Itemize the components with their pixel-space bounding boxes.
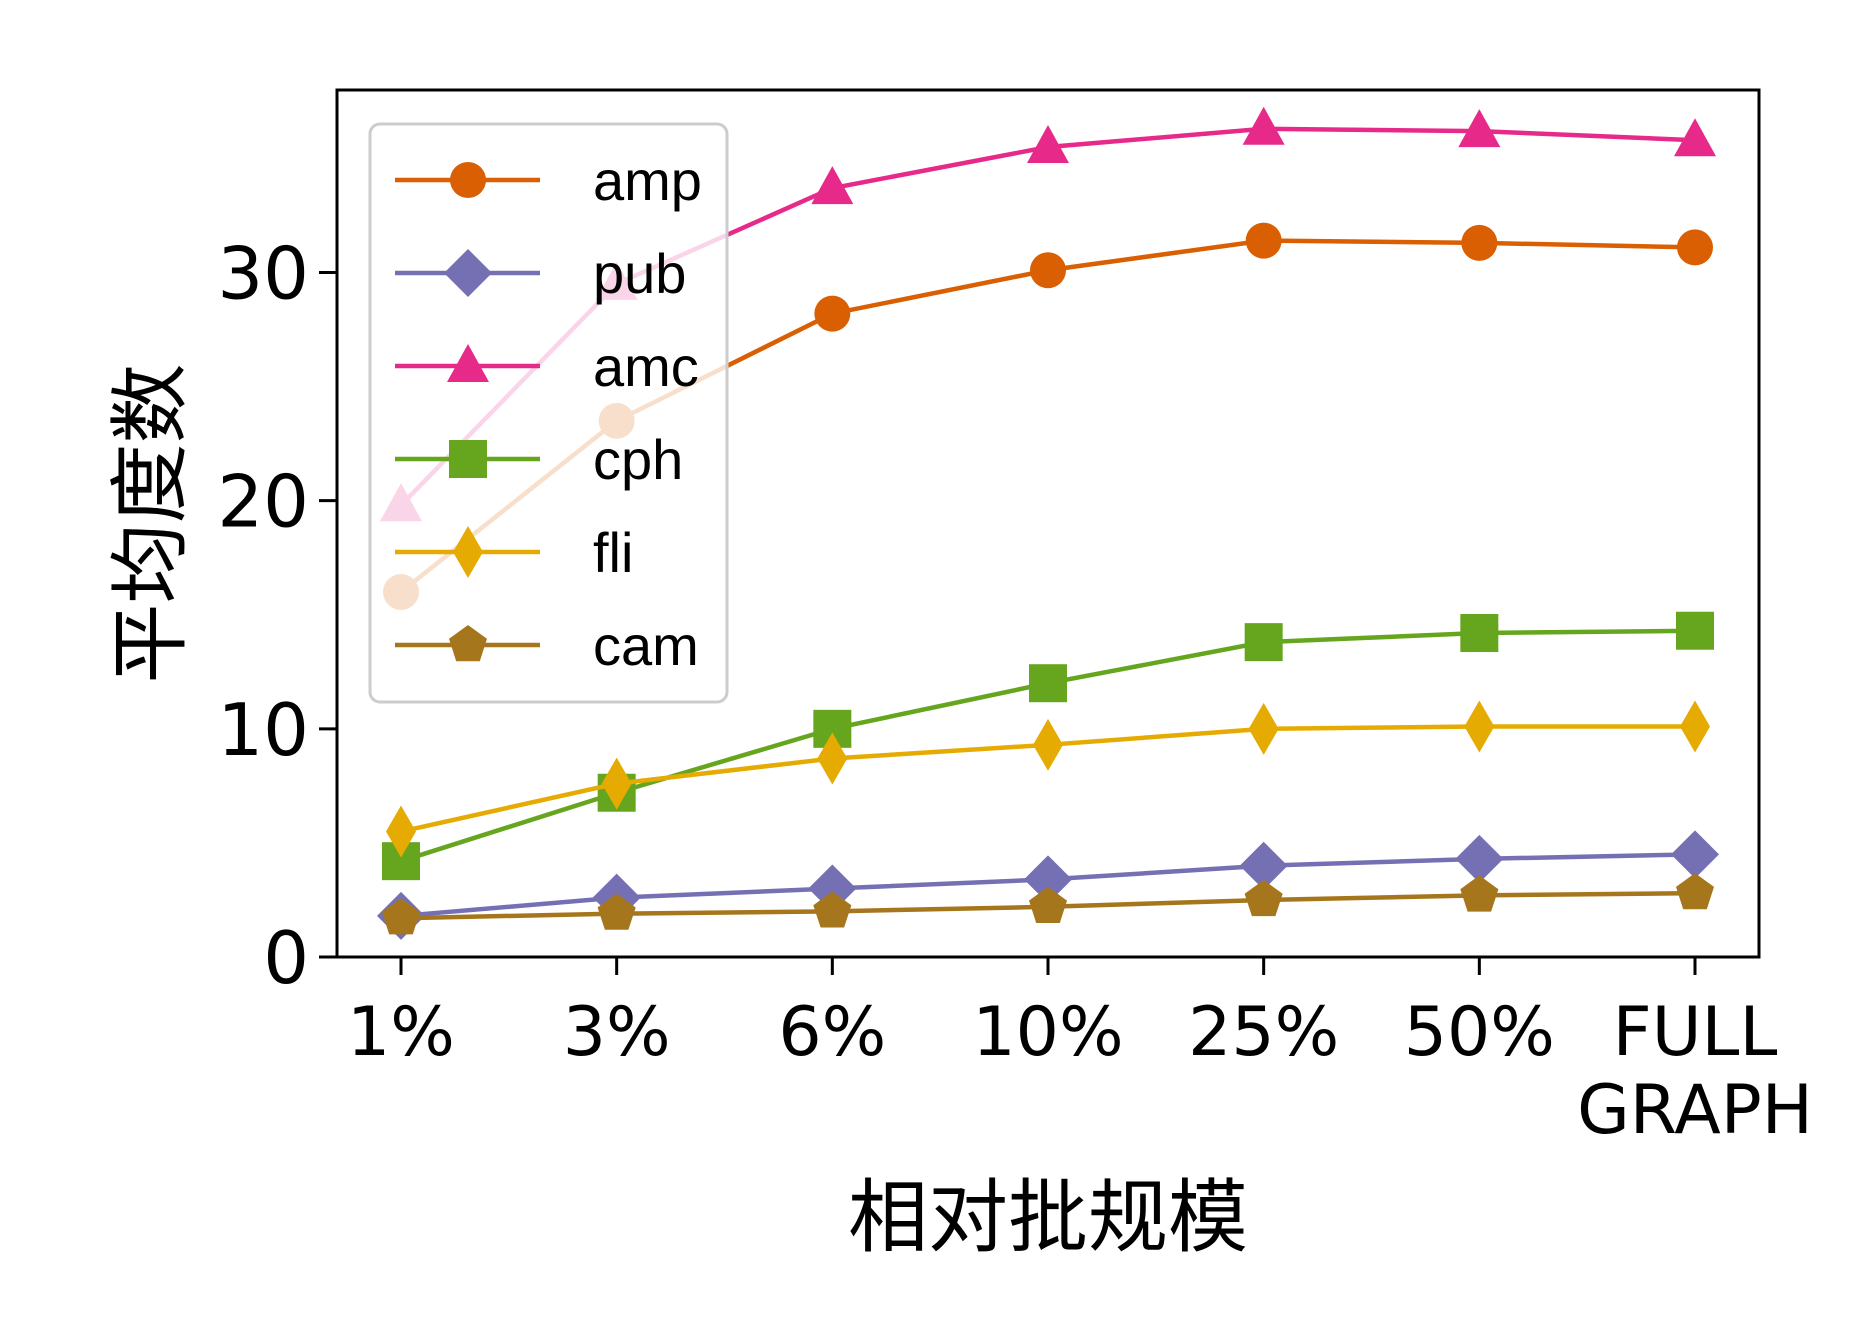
legend-marker <box>453 526 483 578</box>
y-tick-label: 20 <box>217 460 309 544</box>
data-point-cam <box>813 891 852 928</box>
legend-entry-amp: amp <box>395 149 702 212</box>
data-point-cph <box>1676 611 1714 650</box>
data-point-cam <box>597 893 636 930</box>
x-tick-label: 10% <box>972 993 1123 1072</box>
data-point-pub <box>1455 834 1504 883</box>
data-point-pub <box>1239 841 1288 890</box>
x-tick-label: 6% <box>778 993 886 1072</box>
x-tick-label-line: FULL <box>1613 993 1778 1072</box>
legend-entry-cam: cam <box>395 614 699 677</box>
legend-label: pub <box>593 242 686 305</box>
x-tick-label: 25% <box>1188 993 1339 1072</box>
legend-marker <box>444 249 492 297</box>
data-point-amp <box>1677 229 1713 266</box>
data-point-cam <box>1029 886 1067 923</box>
data-point-fli <box>1464 700 1495 753</box>
x-tick-label-line: GRAPH <box>1577 1071 1813 1150</box>
data-point-amp <box>1030 252 1066 289</box>
legend-marker <box>449 625 487 662</box>
x-tick-label: FULL GRAPH <box>1577 993 1813 1150</box>
series-pub <box>377 830 1719 940</box>
x-tick-label-line: 10% <box>972 993 1123 1072</box>
data-point-cam <box>382 898 420 935</box>
series-cam <box>382 873 1714 935</box>
data-point-amc <box>811 166 854 205</box>
x-tick-label-line: 3% <box>563 993 671 1072</box>
data-point-pub <box>1671 830 1719 879</box>
y-tick-label: 30 <box>217 232 309 316</box>
x-tick-label-line: 1% <box>347 993 455 1072</box>
x-tick-label: 50% <box>1404 993 1555 1072</box>
x-tick-label: 1% <box>347 993 455 1072</box>
data-point-cph <box>1460 614 1499 653</box>
legend-marker <box>449 440 487 478</box>
x-tick-label-line: 6% <box>778 993 886 1072</box>
y-tick-label: 0 <box>263 916 309 1000</box>
legend-entry-pub: pub <box>395 242 686 305</box>
y-axis-label: 平均度数 <box>104 364 197 684</box>
data-point-fli <box>386 805 416 858</box>
x-axis-label: 相对批规模 <box>848 1171 1248 1264</box>
data-point-amp <box>1461 224 1498 261</box>
data-point-cam <box>1460 875 1499 912</box>
legend-entry-amc: amc <box>395 335 699 398</box>
legend-label: cam <box>593 614 699 677</box>
data-point-cph <box>1029 664 1067 703</box>
legend: amp pub amc cph fli cam <box>368 122 729 704</box>
legend-label: fli <box>593 521 633 584</box>
x-tick-label-line: 25% <box>1188 993 1339 1072</box>
data-point-amc <box>1674 118 1716 157</box>
data-point-fli <box>601 757 632 810</box>
data-point-fli <box>1248 702 1279 755</box>
data-point-cam <box>1244 880 1283 917</box>
data-point-fli <box>817 732 848 785</box>
legend-label: amc <box>593 335 699 398</box>
axes: 0 10 20 30 1% 3% 6% 10% 25% 50% FULL GRAPH <box>217 232 1813 1150</box>
data-point-amc <box>1027 125 1069 164</box>
plot-frame <box>335 88 1761 959</box>
legend-marker <box>450 162 486 198</box>
data-point-fli <box>1680 700 1710 753</box>
data-point-pub <box>1024 855 1072 904</box>
legend-entry-cph: cph <box>395 428 683 491</box>
series-fli <box>386 700 1710 858</box>
y-tick-label: 10 <box>217 688 309 772</box>
data-point-amc <box>1458 109 1501 148</box>
legend-marker <box>447 344 489 382</box>
legend-label: amp <box>593 149 702 212</box>
legend-label: cph <box>593 428 683 491</box>
data-point-amp <box>814 295 851 332</box>
data-point-cam <box>1676 873 1714 910</box>
data-point-fli <box>1033 718 1063 771</box>
legend-entry-fli: fli <box>395 521 633 584</box>
data-point-amc <box>1242 106 1285 145</box>
data-point-amp <box>1245 222 1282 259</box>
data-point-cph <box>1244 623 1283 662</box>
x-tick-label-line: 50% <box>1404 993 1555 1072</box>
x-tick-label: 3% <box>563 993 671 1072</box>
